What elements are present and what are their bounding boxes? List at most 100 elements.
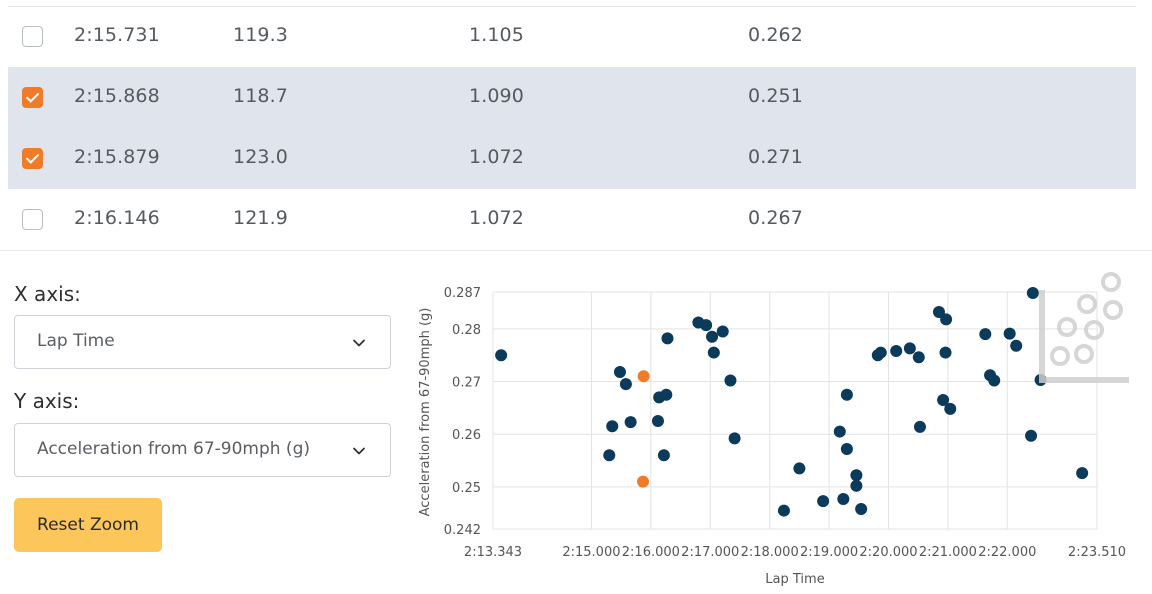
x-axis-select[interactable]: Lap Time — [14, 315, 391, 369]
row-checkbox[interactable] — [22, 26, 43, 47]
data-point[interactable] — [1025, 429, 1038, 442]
data-point[interactable] — [777, 504, 790, 517]
data-point[interactable] — [651, 415, 664, 428]
x-tick-label: 2:19.000 — [800, 545, 858, 560]
data-point[interactable] — [613, 366, 626, 379]
y-axis-select-value: Acceleration from 67-90mph (g) — [37, 439, 310, 459]
dots-logo-icon — [1039, 272, 1129, 383]
x-tick-label: 2:20.000 — [859, 545, 917, 560]
x-tick-label: 2:18.000 — [741, 545, 799, 560]
data-point[interactable] — [603, 449, 616, 462]
y-tick-label: 0.28 — [452, 323, 481, 338]
x-axis-title: Lap Time — [765, 572, 824, 587]
chart-grid — [492, 291, 1098, 530]
value-cell: 0.271 — [748, 146, 803, 168]
data-point[interactable] — [657, 449, 670, 462]
data-point[interactable] — [624, 416, 637, 429]
y-axis-label: Y axis: — [14, 389, 80, 413]
x-tick-label: 2:15.000 — [562, 545, 620, 560]
value-cell: 118.7 — [233, 85, 288, 107]
data-point[interactable] — [939, 346, 952, 359]
data-point[interactable] — [850, 469, 863, 482]
data-point[interactable] — [707, 346, 720, 359]
table-row[interactable]: 2:16.146 121.9 1.072 0.267 — [8, 189, 1136, 250]
table-row[interactable]: 2:15.731 119.3 1.105 0.262 — [8, 6, 1136, 67]
data-point[interactable] — [840, 388, 853, 401]
data-point[interactable] — [817, 495, 830, 508]
data-point[interactable] — [606, 420, 619, 433]
y-tick-label: 0.26 — [452, 428, 481, 443]
scatter-chart[interactable]: 2:13.343 2:15.000 2:16.000 2:17.000 2:18.000… — [410, 270, 1152, 594]
data-point[interactable] — [1076, 467, 1089, 480]
data-point[interactable] — [661, 332, 674, 345]
x-tick-label: 2:13.343 — [464, 545, 522, 560]
value-cell: 0.267 — [748, 207, 803, 229]
data-point[interactable] — [940, 313, 953, 326]
data-point[interactable] — [706, 330, 719, 343]
y-axis-ticks: 0.242 0.25 0.26 0.27 0.28 0.287 — [444, 286, 481, 538]
y-tick-label: 0.25 — [452, 481, 481, 496]
data-point[interactable] — [840, 442, 853, 455]
lap-time-cell: 2:16.146 — [74, 207, 160, 229]
value-cell: 1.105 — [469, 24, 524, 46]
value-cell: 123.0 — [233, 146, 288, 168]
data-point[interactable] — [932, 306, 945, 319]
value-cell: 0.262 — [748, 24, 803, 46]
table-row[interactable]: 2:15.879 123.0 1.072 0.271 — [8, 128, 1136, 189]
row-checkbox[interactable] — [22, 87, 43, 108]
laps-table: 2:15.731 119.3 1.105 0.262 2:15.868 118.… — [8, 0, 1136, 251]
data-point[interactable] — [1003, 327, 1016, 340]
y-axis-title: Acceleration from 67-90mph (g) — [418, 308, 433, 517]
x-tick-label: 2:21.000 — [919, 545, 977, 560]
value-cell: 1.090 — [469, 85, 524, 107]
section-divider — [0, 250, 1152, 251]
data-point[interactable] — [912, 351, 925, 364]
lap-time-cell: 2:15.731 — [74, 24, 160, 46]
value-cell: 1.072 — [469, 207, 524, 229]
chart-points — [495, 287, 1089, 517]
data-point[interactable] — [874, 346, 887, 359]
data-point[interactable] — [793, 462, 806, 475]
data-point[interactable] — [944, 402, 957, 415]
data-point[interactable] — [837, 492, 850, 505]
data-point[interactable] — [637, 475, 650, 488]
data-point[interactable] — [903, 342, 916, 355]
row-checkbox[interactable] — [22, 209, 43, 230]
data-point[interactable] — [728, 432, 741, 445]
data-point[interactable] — [619, 378, 632, 391]
data-point[interactable] — [937, 393, 950, 406]
lap-time-cell: 2:15.879 — [74, 146, 160, 168]
chevron-down-icon — [353, 447, 365, 455]
y-tick-label: 0.27 — [452, 376, 481, 391]
lap-time-cell: 2:15.868 — [74, 85, 160, 107]
x-axis-label: X axis: — [14, 282, 81, 306]
data-point[interactable] — [716, 325, 729, 338]
data-point[interactable] — [700, 319, 713, 332]
table-top-border — [8, 6, 1136, 7]
data-point[interactable] — [979, 328, 992, 341]
chevron-down-icon — [353, 339, 365, 347]
x-axis-ticks: 2:13.343 2:15.000 2:16.000 2:17.000 2:18.000… — [464, 545, 1126, 560]
data-point[interactable] — [660, 388, 673, 401]
reset-zoom-button[interactable]: Reset Zoom — [14, 498, 162, 552]
data-point[interactable] — [988, 374, 1001, 387]
data-point[interactable] — [495, 349, 508, 362]
data-point[interactable] — [855, 502, 868, 515]
table-row[interactable]: 2:15.868 118.7 1.090 0.251 — [8, 67, 1136, 128]
data-point[interactable] — [1026, 287, 1039, 300]
data-point[interactable] — [724, 374, 737, 387]
data-point[interactable] — [1010, 339, 1023, 352]
row-checkbox[interactable] — [22, 148, 43, 169]
value-cell: 121.9 — [233, 207, 288, 229]
value-cell: 119.3 — [233, 24, 288, 46]
data-point[interactable] — [637, 370, 650, 383]
value-cell: 1.072 — [469, 146, 524, 168]
data-point[interactable] — [890, 344, 903, 357]
data-point[interactable] — [913, 420, 926, 433]
data-point[interactable] — [850, 479, 863, 492]
y-axis-select[interactable]: Acceleration from 67-90mph (g) — [14, 423, 391, 477]
x-axis-select-value: Lap Time — [37, 331, 115, 351]
x-tick-label: 2:23.510 — [1068, 545, 1126, 560]
x-tick-label: 2:16.000 — [622, 545, 680, 560]
data-point[interactable] — [833, 425, 846, 438]
